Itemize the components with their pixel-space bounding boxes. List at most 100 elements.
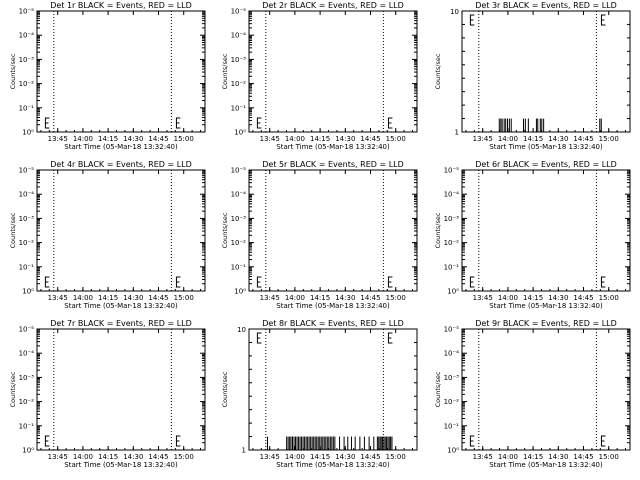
detector-panel-5: Det 5r BLACK = Events, RED = LLD 13:45 14:…	[221, 160, 418, 310]
x-tick-label: 14:30	[548, 135, 568, 143]
y-tick-label: 10⁻²	[19, 80, 35, 88]
x-axis-label: Start Time (05-Mar-18 13:32:40)	[489, 461, 603, 469]
x-tick-label: 14:15	[98, 294, 118, 302]
e-marker	[600, 435, 606, 447]
plot-frame	[36, 10, 206, 133]
y-tick-label: 10⁻¹	[444, 422, 460, 430]
y-tick-label: 1	[455, 129, 459, 137]
x-tick-label: 14:15	[310, 453, 330, 461]
y-tick-label: 10⁻³	[231, 56, 247, 64]
y-tick-label: 10⁻⁵	[19, 167, 35, 175]
y-tick-label: 10⁻²	[444, 239, 460, 247]
x-axis-label: Start Time (05-Mar-18 13:32:40)	[489, 143, 603, 151]
x-tick-label: 15:00	[386, 135, 406, 143]
y-tick-label: 10⁻³	[444, 215, 460, 223]
y-tick-label: 10⁻⁵	[19, 8, 35, 16]
x-axis-label: Start Time (05-Mar-18 13:32:40)	[64, 143, 178, 151]
x-tick-label: 14:15	[523, 294, 543, 302]
y-tick-label: 10⁻²	[19, 398, 35, 406]
y-tick-label: 10⁻⁴	[231, 32, 247, 40]
y-tick-label: 10⁻¹	[444, 263, 460, 271]
panel-title: Det 9r BLACK = Events, RED = LLD	[475, 319, 617, 328]
y-tick-label: 10⁻¹	[19, 263, 35, 271]
y-tick-label: 10	[450, 8, 459, 16]
y-tick-label: 10⁰	[447, 447, 459, 455]
detector-panel-8: Det 8r BLACK = Events, RED = LLD 13:45 14:…	[221, 319, 418, 469]
panel-title: Det 8r BLACK = Events, RED = LLD	[262, 319, 404, 328]
x-tick-label: 14:15	[98, 453, 118, 461]
e-marker	[469, 435, 475, 447]
x-tick-label: 14:00	[73, 294, 93, 302]
x-tick-label: 13:45	[473, 135, 493, 143]
x-tick-label: 14:45	[148, 294, 168, 302]
x-tick-label: 14:15	[310, 294, 330, 302]
e-marker	[387, 276, 393, 288]
x-tick-label: 14:00	[498, 453, 518, 461]
x-axis-label: Start Time (05-Mar-18 13:32:40)	[64, 461, 178, 469]
x-tick-label: 15:00	[599, 453, 619, 461]
panel-title: Det 2r BLACK = Events, RED = LLD	[262, 1, 404, 10]
y-tick-label: 10⁰	[22, 288, 34, 296]
y-axis-label: Counts/sec	[9, 53, 17, 89]
y-tick-label: 10⁰	[22, 447, 34, 455]
x-tick-label: 14:45	[360, 453, 380, 461]
y-axis-label: Counts/sec	[9, 371, 17, 407]
panel-title: Det 6r BLACK = Events, RED = LLD	[475, 160, 617, 169]
e-marker	[600, 14, 606, 26]
plot-frame	[248, 10, 418, 133]
y-tick-label: 10⁰	[447, 288, 459, 296]
plot-frame	[36, 169, 206, 292]
e-marker	[175, 276, 181, 288]
y-tick-label: 10⁻³	[19, 374, 35, 382]
detector-panel-6: Det 6r BLACK = Events, RED = LLD 13:45 14:…	[434, 160, 631, 310]
y-tick-label: 10⁰	[234, 129, 246, 137]
y-tick-label: 10⁻³	[444, 374, 460, 382]
x-tick-label: 15:00	[174, 294, 194, 302]
y-axis-label: Counts/sec	[434, 371, 442, 407]
e-marker	[469, 276, 475, 288]
y-tick-label: 10⁻⁵	[444, 167, 460, 175]
plot-frame	[248, 328, 418, 451]
plot-frame	[36, 328, 206, 451]
x-axis-label: Start Time (05-Mar-18 13:32:40)	[276, 461, 390, 469]
x-tick-label: 14:30	[335, 453, 355, 461]
y-tick-label: 1	[242, 447, 246, 455]
y-axis-label: Counts/sec	[221, 212, 229, 248]
y-tick-label: 10⁰	[22, 129, 34, 137]
plot-frame	[461, 169, 631, 292]
x-axis-label: Start Time (05-Mar-18 13:32:40)	[489, 302, 603, 310]
panel-title: Det 7r BLACK = Events, RED = LLD	[50, 319, 192, 328]
y-tick-label: 10⁻⁴	[444, 191, 460, 199]
y-tick-label: 10⁻¹	[19, 422, 35, 430]
x-tick-label: 14:30	[335, 294, 355, 302]
x-tick-label: 14:00	[285, 294, 305, 302]
panel-title: Det 4r BLACK = Events, RED = LLD	[50, 160, 192, 169]
x-tick-label: 15:00	[386, 453, 406, 461]
y-tick-label: 10⁻³	[19, 56, 35, 64]
detector-panel-1: Det 1r BLACK = Events, RED = LLD 13:45 14:…	[9, 1, 206, 151]
y-tick-label: 10⁻⁴	[19, 191, 35, 199]
x-axis-label: Start Time (05-Mar-18 13:32:40)	[276, 143, 390, 151]
x-tick-label: 13:45	[260, 135, 280, 143]
y-tick-label: 10⁻⁵	[444, 326, 460, 334]
x-tick-label: 13:45	[260, 294, 280, 302]
y-tick-label: 10⁻⁴	[231, 191, 247, 199]
x-tick-label: 14:30	[548, 294, 568, 302]
y-tick-label: 10⁻⁴	[444, 350, 460, 358]
e-marker	[256, 332, 262, 344]
y-tick-label: 10⁻²	[231, 80, 247, 88]
y-tick-label: 10⁻²	[231, 239, 247, 247]
x-tick-label: 14:30	[123, 294, 143, 302]
x-tick-label: 14:30	[335, 135, 355, 143]
x-tick-label: 15:00	[599, 135, 619, 143]
e-marker	[175, 117, 181, 129]
y-tick-label: 10⁻⁵	[231, 8, 247, 16]
y-tick-label: 10⁻⁵	[19, 326, 35, 334]
y-tick-label: 10⁻¹	[19, 104, 35, 112]
x-tick-label: 15:00	[174, 453, 194, 461]
plot-frame	[461, 10, 631, 133]
x-tick-label: 14:45	[573, 294, 593, 302]
x-tick-label: 14:45	[573, 453, 593, 461]
